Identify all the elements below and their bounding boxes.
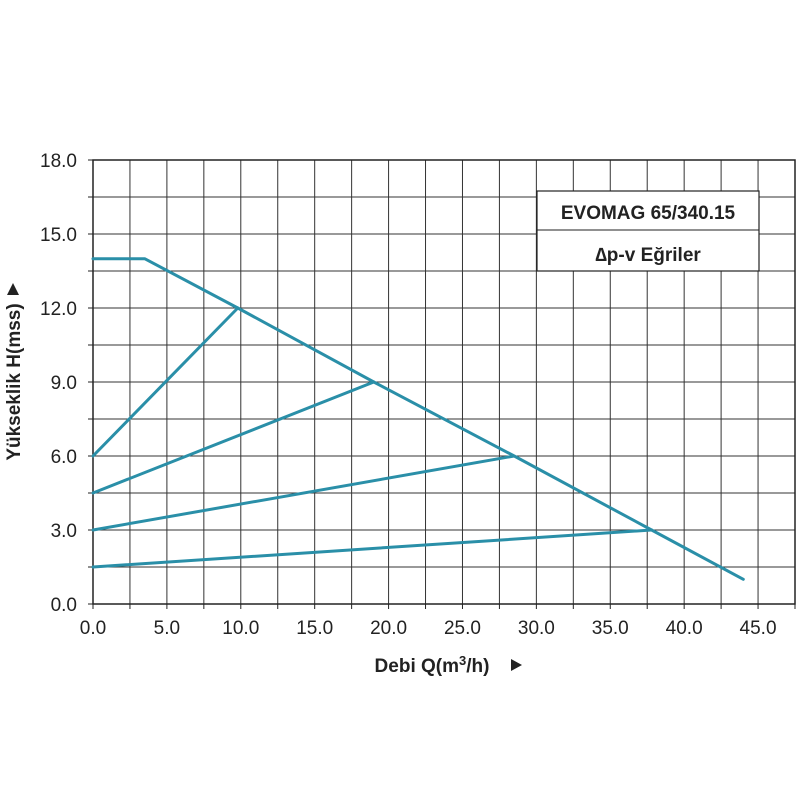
x-axis-title-tail: /h) [466, 656, 489, 677]
x-tick-label: 10.0 [222, 618, 259, 639]
legend-title: EVOMAG 65/340.15 [561, 203, 736, 224]
x-axis-title-superscript: 3 [459, 653, 466, 668]
y-tick-label: 3.0 [51, 521, 77, 542]
grid [92, 159, 796, 605]
y-tick-label: 9.0 [51, 373, 77, 394]
x-tick-label: 5.0 [154, 618, 180, 639]
legend-box: EVOMAG 65/340.15 ∆p-v Eğriler [536, 190, 760, 272]
legend-frame [536, 190, 760, 272]
y-tick-labels: 0.0 3.0 6.0 9.0 12.0 15.0 18.0 [40, 151, 77, 616]
x-tick-label: 40.0 [666, 618, 703, 639]
y-tick-label: 15.0 [40, 225, 77, 246]
y-tick-label: 0.0 [51, 595, 77, 616]
y-axis-arrow-icon [7, 283, 19, 295]
series-group [91, 257, 745, 581]
x-tick-label: 0.0 [80, 618, 106, 639]
x-axis-arrow-icon [511, 659, 522, 671]
x-tick-label: 15.0 [296, 618, 333, 639]
series-line-3 [91, 380, 376, 495]
y-tick-label: 12.0 [40, 299, 77, 320]
x-tick-label: 35.0 [592, 618, 629, 639]
series-line-2 [91, 306, 240, 458]
y-axis-title: Yükseklik H(mss) [4, 303, 25, 460]
x-tick-label: 30.0 [518, 618, 555, 639]
series-line-5 [91, 528, 654, 569]
y-tick-label: 6.0 [51, 447, 77, 468]
legend-subtitle: ∆p-v Eğriler [595, 245, 701, 266]
x-tick-label: 45.0 [740, 618, 777, 639]
x-tick-label: 25.0 [444, 618, 481, 639]
x-tick-labels: 0.0 5.0 10.0 15.0 20.0 25.0 30.0 35.0 40.0 45.0 [80, 618, 777, 639]
x-tick-label: 20.0 [370, 618, 407, 639]
x-axis-title-main: Debi Q(m [375, 656, 459, 677]
x-axis-title: Debi Q(m3/h) [375, 653, 490, 677]
y-tick-label: 18.0 [40, 151, 77, 172]
series-line-4 [91, 454, 516, 532]
